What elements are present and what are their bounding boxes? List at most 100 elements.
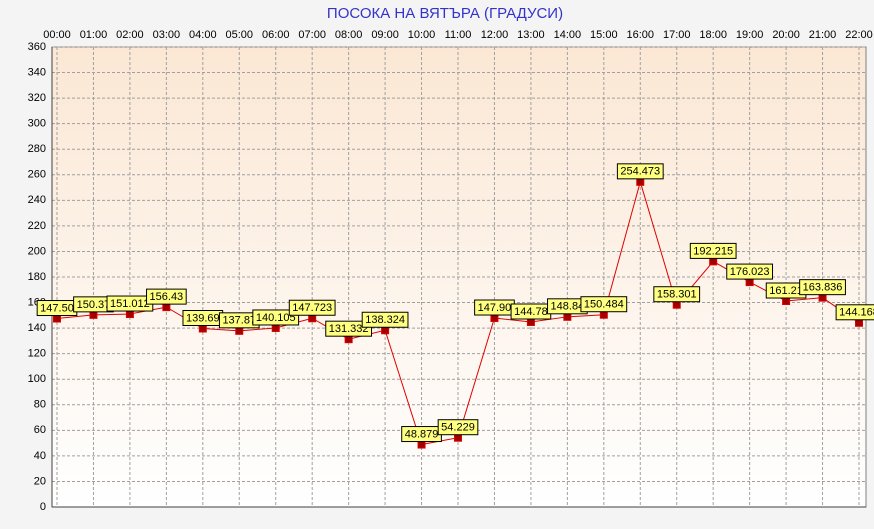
value-label-box: 150.484 xyxy=(580,296,628,313)
x-tick-label: 19:00 xyxy=(736,29,764,41)
marker xyxy=(53,314,61,323)
value-label: 48.879 xyxy=(405,428,439,440)
marker xyxy=(490,314,499,323)
value-label: 158.301 xyxy=(657,289,697,301)
value-label-box: 147.90 xyxy=(474,299,515,316)
value-label-box: 48.879 xyxy=(401,426,442,443)
y-tick-label: 100 xyxy=(28,373,46,385)
y-tick-label: 40 xyxy=(34,450,46,462)
label-bg xyxy=(437,419,479,436)
y-tick-label: 140 xyxy=(28,322,46,334)
value-label-box: 140.105 xyxy=(252,309,300,326)
x-tick-label: 10:00 xyxy=(408,29,436,41)
value-label: 147.723 xyxy=(292,302,332,314)
value-label: 144.168 xyxy=(839,307,874,319)
y-tick-label: 80 xyxy=(34,399,46,411)
x-tick-label: 02:00 xyxy=(116,29,144,41)
value-label: 163.836 xyxy=(803,282,843,294)
marker xyxy=(745,278,754,287)
label-bg xyxy=(653,286,701,303)
x-tick-label: 01:00 xyxy=(80,29,108,41)
value-label: 192.215 xyxy=(693,245,733,257)
value-label-box: 138.324 xyxy=(361,311,409,328)
label-bg xyxy=(799,279,846,296)
value-label: 137.87 xyxy=(222,315,256,327)
x-tick-label: 13:00 xyxy=(517,29,545,41)
value-label: 176.023 xyxy=(730,266,770,278)
value-label-box: 137.87 xyxy=(218,312,260,329)
value-label-box: 254.473 xyxy=(616,163,664,180)
value-label-box: 163.836 xyxy=(799,279,846,296)
marker xyxy=(271,323,280,332)
y-tick-label: 220 xyxy=(28,220,46,232)
marker xyxy=(599,310,608,319)
label-bg xyxy=(252,309,300,326)
label-bg xyxy=(288,299,336,316)
value-label: 156.43 xyxy=(150,291,184,303)
y-tick-label: 280 xyxy=(28,143,46,155)
marker xyxy=(672,300,681,309)
label-bg xyxy=(835,304,874,321)
x-tick-label: 06:00 xyxy=(262,29,290,41)
y-tick-label: 320 xyxy=(28,92,46,104)
x-tick-label: 04:00 xyxy=(189,29,217,41)
x-tick-label: 08:00 xyxy=(335,29,363,41)
y-tick-label: 120 xyxy=(28,348,46,360)
value-label-box: 144.78 xyxy=(510,303,552,320)
x-tick-label: 00:00 xyxy=(43,29,71,41)
value-label: 151.012 xyxy=(110,298,150,310)
marker xyxy=(855,318,863,327)
marker xyxy=(198,324,207,333)
value-label-box: 158.301 xyxy=(653,286,701,303)
marker xyxy=(381,326,390,335)
y-tick-label: 340 xyxy=(28,66,46,78)
marker xyxy=(818,293,827,302)
value-label: 254.473 xyxy=(620,166,660,178)
label-bg xyxy=(361,311,409,328)
x-tick-label: 15:00 xyxy=(590,29,618,41)
x-tick-label: 17:00 xyxy=(663,29,691,41)
value-label: 150.37 xyxy=(77,299,111,311)
y-tick-label: 0 xyxy=(40,501,46,513)
x-tick-label: 16:00 xyxy=(627,29,655,41)
y-tick-label: 200 xyxy=(28,245,46,257)
marker xyxy=(454,433,462,442)
x-tick-label: 09:00 xyxy=(371,29,399,41)
x-tick-label: 18:00 xyxy=(699,29,727,41)
value-label-box: 131.332 xyxy=(325,320,373,337)
value-label-box: 139.69 xyxy=(182,310,224,327)
value-label-box: 156.43 xyxy=(146,288,187,305)
marker xyxy=(344,335,353,344)
x-tick-label: 05:00 xyxy=(226,29,254,41)
value-label-box: 148.84 xyxy=(547,298,588,315)
value-label-box: 192.215 xyxy=(689,242,737,259)
chart-title: ПОСОКА НА ВЯТЪРА (ГРАДУСИ) xyxy=(327,5,563,22)
label-bg xyxy=(689,242,737,259)
label-bg xyxy=(146,288,187,305)
value-label: 139.69 xyxy=(186,312,220,324)
value-label: 150.484 xyxy=(584,299,624,311)
value-label: 147.90 xyxy=(478,302,512,314)
marker xyxy=(526,318,535,327)
x-tick-label: 11:00 xyxy=(445,29,472,41)
marker xyxy=(417,440,426,449)
value-label: 138.324 xyxy=(365,314,405,326)
label-bg xyxy=(726,263,774,280)
y-tick-label: 60 xyxy=(34,424,46,436)
y-tick-label: 20 xyxy=(34,475,46,487)
marker xyxy=(636,177,645,186)
marker xyxy=(782,297,791,306)
x-tick-label: 07:00 xyxy=(298,29,326,41)
x-tick-label: 03:00 xyxy=(153,29,181,41)
marker xyxy=(709,257,718,266)
y-tick-label: 260 xyxy=(28,169,46,181)
value-label-box: 147.50 xyxy=(36,300,78,317)
y-tick-label: 300 xyxy=(28,118,46,130)
marker xyxy=(563,312,572,321)
marker xyxy=(162,303,171,312)
value-label: 161.21 xyxy=(769,285,803,297)
value-label-box: 176.023 xyxy=(726,263,774,280)
x-tick-label: 21:00 xyxy=(809,29,837,41)
value-label-box: 151.012 xyxy=(106,295,154,312)
